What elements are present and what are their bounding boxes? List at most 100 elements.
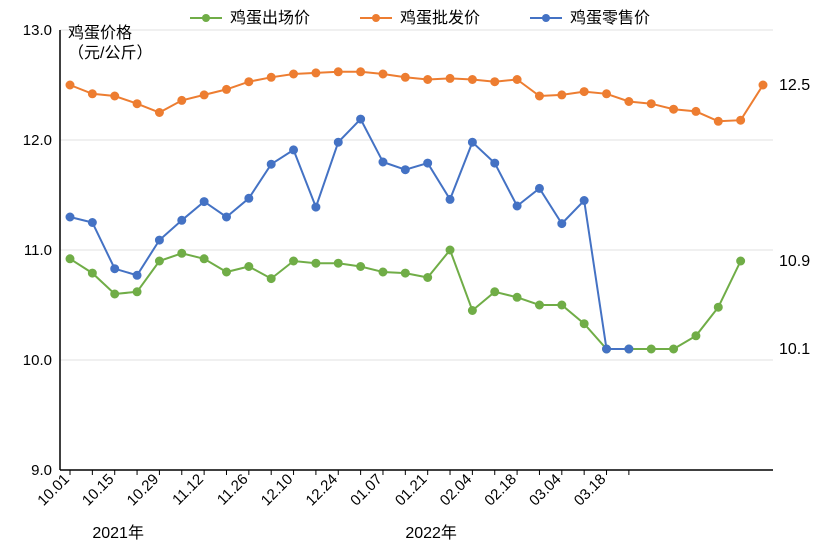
- series-marker: [379, 268, 387, 276]
- series-marker: [222, 213, 230, 221]
- legend-marker: [542, 14, 550, 22]
- x-tick-label: 10.29: [124, 471, 163, 510]
- x-tick-label: 12.10: [258, 471, 297, 510]
- series-marker: [357, 115, 365, 123]
- x-tick-label: 12.24: [303, 471, 342, 510]
- series-end-label: 10.9: [779, 253, 810, 270]
- series-marker: [580, 197, 588, 205]
- series-marker: [424, 274, 432, 282]
- x-tick-label: 02.18: [481, 471, 520, 510]
- series-marker: [424, 159, 432, 167]
- series-marker: [290, 70, 298, 78]
- series-marker: [535, 301, 543, 309]
- y-tick-label: 10.0: [23, 352, 52, 369]
- series-marker: [267, 160, 275, 168]
- series-marker: [200, 91, 208, 99]
- series-marker: [692, 332, 700, 340]
- x-tick-label: 10.15: [79, 471, 118, 510]
- y-tick-label: 12.0: [23, 132, 52, 149]
- series-marker: [334, 138, 342, 146]
- series-marker: [66, 255, 74, 263]
- y-tick-label: 13.0: [23, 22, 52, 39]
- x-tick-label: 01.21: [392, 471, 431, 510]
- series-marker: [312, 203, 320, 211]
- series-marker: [446, 195, 454, 203]
- series-marker: [535, 184, 543, 192]
- series-marker: [334, 259, 342, 267]
- series-marker: [558, 91, 566, 99]
- series-marker: [558, 220, 566, 228]
- series-marker: [133, 271, 141, 279]
- series-marker: [155, 236, 163, 244]
- series-marker: [290, 146, 298, 154]
- legend-label: 鸡蛋批发价: [400, 9, 480, 27]
- series-line: [70, 119, 629, 349]
- series-marker: [692, 107, 700, 115]
- series-marker: [155, 109, 163, 117]
- series-marker: [200, 255, 208, 263]
- series-marker: [468, 76, 476, 84]
- series-marker: [245, 194, 253, 202]
- series-marker: [625, 98, 633, 106]
- series-marker: [312, 259, 320, 267]
- series-marker: [245, 263, 253, 271]
- series-marker: [178, 96, 186, 104]
- series-marker: [513, 202, 521, 210]
- series-marker: [513, 76, 521, 84]
- series-marker: [155, 257, 163, 265]
- series-marker: [446, 74, 454, 82]
- x-tick-label: 03.18: [571, 471, 610, 510]
- y-axis-title-line1: 鸡蛋价格: [68, 24, 132, 42]
- x-tick-label: 03.04: [526, 471, 565, 510]
- year-label: 2022年: [405, 524, 457, 542]
- series-marker: [290, 257, 298, 265]
- series-marker: [267, 73, 275, 81]
- x-tick-label: 02.04: [437, 471, 476, 510]
- series-marker: [714, 117, 722, 125]
- series-marker: [178, 216, 186, 224]
- series-marker: [491, 288, 499, 296]
- y-axis-title-line2: （元/公斤）: [68, 44, 152, 62]
- series-marker: [603, 90, 611, 98]
- series-marker: [670, 105, 678, 113]
- series-marker: [222, 268, 230, 276]
- series-marker: [401, 269, 409, 277]
- series-marker: [513, 293, 521, 301]
- series-marker: [401, 73, 409, 81]
- series-marker: [670, 345, 678, 353]
- series-marker: [737, 257, 745, 265]
- year-label: 2021年: [92, 524, 144, 542]
- y-tick-label: 9.0: [31, 462, 52, 479]
- series-marker: [647, 345, 655, 353]
- series-marker: [491, 78, 499, 86]
- series-marker: [222, 85, 230, 93]
- legend-marker: [202, 14, 210, 22]
- series-marker: [558, 301, 566, 309]
- series-marker: [625, 345, 633, 353]
- y-tick-label: 11.0: [24, 242, 52, 259]
- series-marker: [580, 320, 588, 328]
- series-marker: [714, 303, 722, 311]
- series-end-label: 10.1: [779, 341, 810, 358]
- legend-label: 鸡蛋出场价: [230, 9, 310, 27]
- series-marker: [334, 68, 342, 76]
- x-tick-label: 11.26: [214, 471, 252, 509]
- series-marker: [357, 68, 365, 76]
- series-marker: [468, 138, 476, 146]
- legend-marker: [372, 14, 380, 22]
- series-marker: [737, 116, 745, 124]
- series-marker: [603, 345, 611, 353]
- series-marker: [535, 92, 543, 100]
- series-marker: [111, 265, 119, 273]
- series-marker: [446, 246, 454, 254]
- series-marker: [379, 70, 387, 78]
- series-marker: [200, 198, 208, 206]
- series-marker: [468, 307, 476, 315]
- series-marker: [267, 275, 275, 283]
- series-marker: [491, 159, 499, 167]
- series-marker: [424, 76, 432, 84]
- legend-label: 鸡蛋零售价: [570, 9, 650, 27]
- series-marker: [66, 213, 74, 221]
- egg-price-chart: 9.010.011.012.013.010.0110.1510.2911.121…: [0, 0, 833, 550]
- series-marker: [245, 78, 253, 86]
